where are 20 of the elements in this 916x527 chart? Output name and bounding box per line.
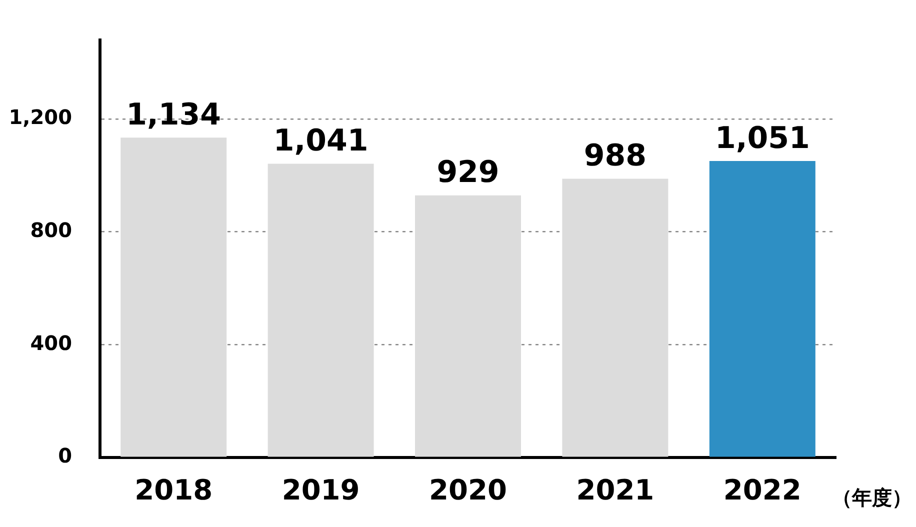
y-tick-label: 400 (30, 330, 72, 355)
data-label: 1,041 (273, 124, 368, 159)
x-tick-label: 2018 (134, 473, 213, 506)
x-tick-label: 2020 (429, 473, 507, 506)
bar (415, 195, 521, 457)
x-tick-label: 2021 (576, 473, 654, 506)
x-tick-label: 2022 (723, 473, 802, 506)
bar (562, 178, 668, 457)
data-label: 1,134 (126, 97, 222, 132)
bar (120, 138, 227, 457)
bar (709, 160, 816, 457)
x-tick-label: 2019 (282, 473, 360, 506)
data-label: 929 (436, 155, 500, 190)
y-tick-label: 0 (58, 444, 72, 468)
y-tick-label: 1,200 (8, 105, 72, 130)
bar (268, 164, 374, 457)
data-label: 988 (584, 138, 647, 174)
y-tick-label: 800 (30, 218, 72, 242)
data-label: 1,051 (714, 120, 810, 156)
x-axis-title: （年度） (832, 486, 912, 510)
